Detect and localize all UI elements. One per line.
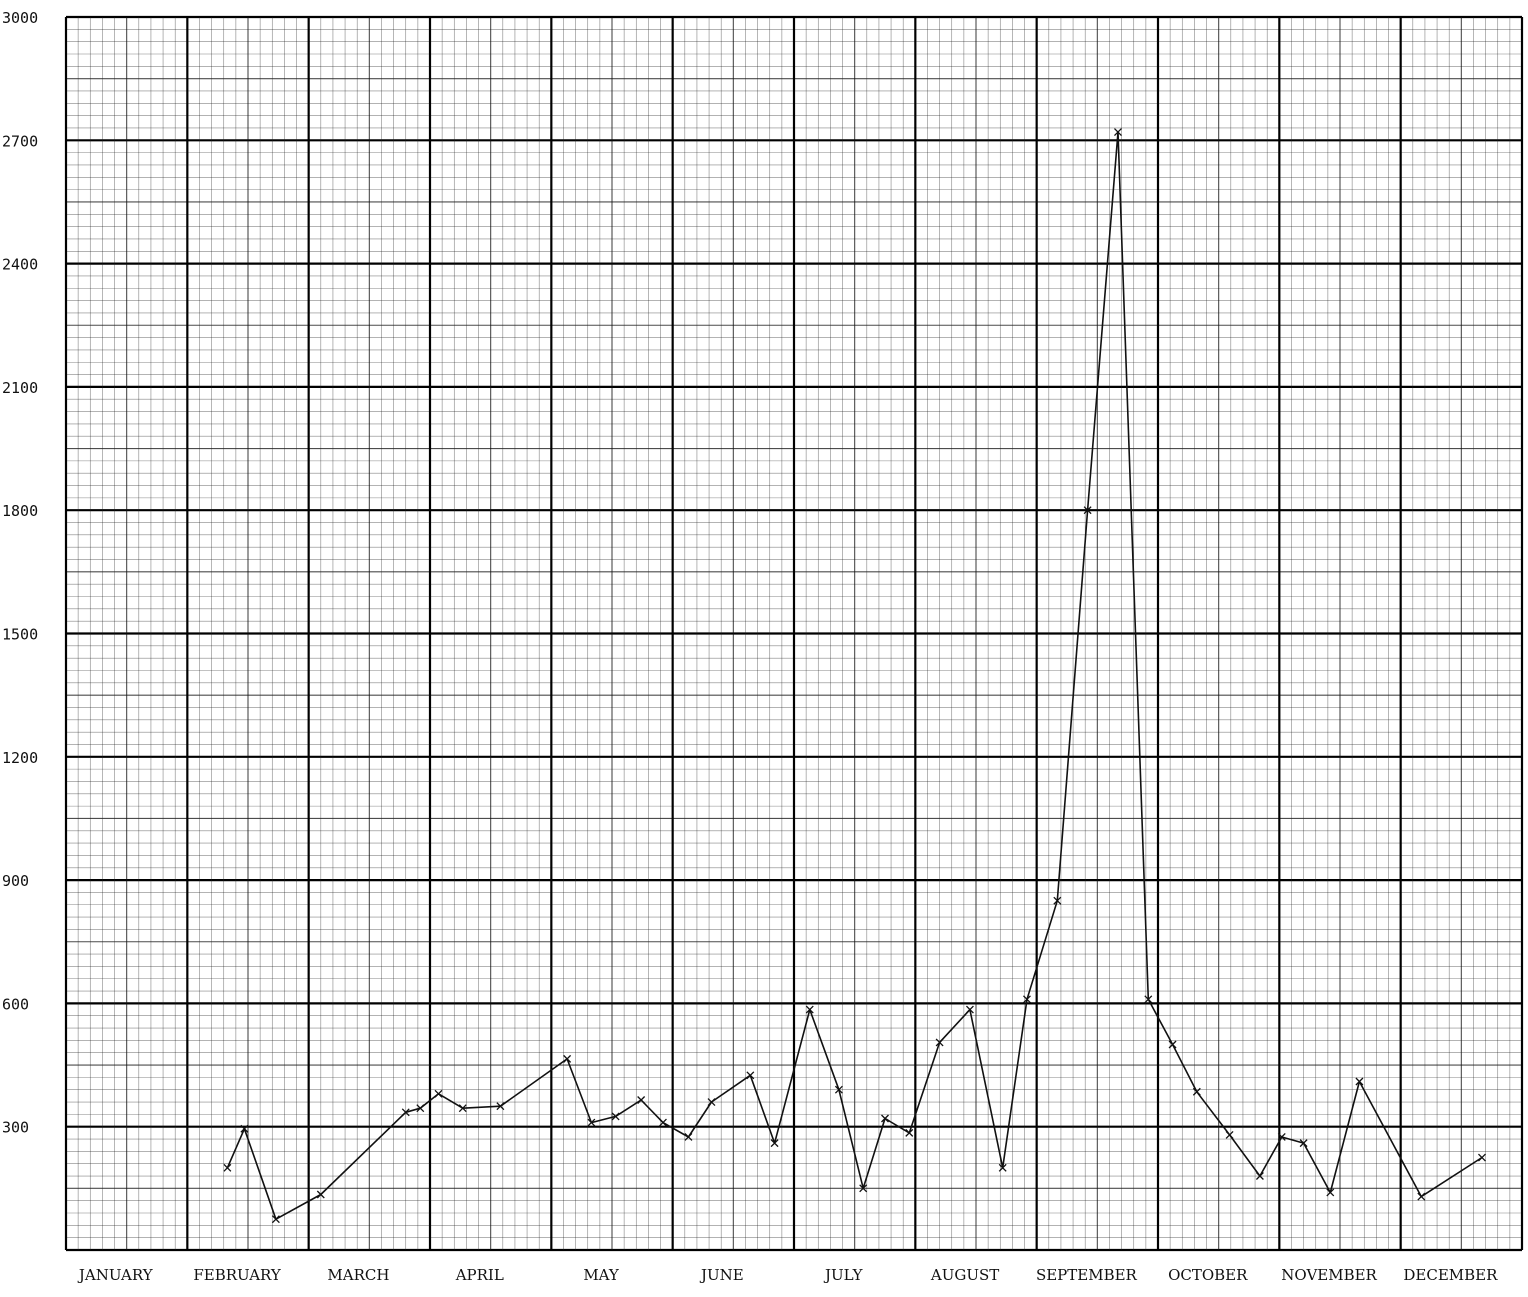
x-tick-label: JUNE [699, 1266, 744, 1284]
data-point [496, 1102, 505, 1111]
data-point [1277, 1133, 1286, 1141]
data-point [223, 1163, 232, 1172]
data-point [881, 1114, 889, 1123]
x-tick-label: DECEMBER [1403, 1266, 1498, 1284]
x-tick-label: AUGUST [930, 1266, 999, 1284]
data-point [416, 1104, 425, 1113]
data-point [1114, 128, 1122, 137]
data-point [859, 1184, 868, 1193]
data-point [240, 1124, 249, 1133]
data-point [563, 1054, 572, 1063]
data-point [905, 1128, 914, 1137]
data-point [1255, 1172, 1264, 1180]
data-point [637, 1096, 646, 1104]
grid [64, 15, 1524, 1252]
data-point [1417, 1192, 1426, 1201]
data-point [998, 1163, 1007, 1172]
data-point [271, 1215, 280, 1224]
x-tick-label: FEBRUARY [193, 1266, 282, 1284]
x-tick-label: OCTOBER [1168, 1266, 1248, 1284]
data-point [434, 1089, 443, 1098]
y-tick-label: 600 [2, 995, 29, 1013]
data-point [805, 1005, 814, 1014]
data-point [1326, 1188, 1335, 1197]
data-point [1192, 1087, 1201, 1096]
x-tick-label: JULY [823, 1266, 864, 1284]
data-point [965, 1005, 974, 1014]
series [223, 128, 1486, 1224]
x-tick-label: JANUARY [77, 1266, 154, 1284]
data-point [316, 1190, 325, 1199]
data-point [1053, 896, 1062, 905]
x-tick-label: MARCH [327, 1266, 389, 1284]
y-tick-label: 300 [2, 1119, 29, 1137]
data-point [684, 1133, 693, 1141]
y-tick-label: 900 [2, 872, 29, 890]
data-point [1168, 1040, 1177, 1049]
data-point [834, 1085, 843, 1094]
y-tick-label: 2400 [2, 256, 38, 274]
data-point [935, 1038, 944, 1047]
y-tick-label: 2700 [2, 132, 38, 150]
data-point [1083, 506, 1092, 515]
y-tick-label: 1500 [2, 626, 38, 644]
data-point [707, 1098, 716, 1106]
y-tick-label: 1200 [2, 749, 38, 767]
x-tick-label: SEPTEMBER [1036, 1266, 1138, 1284]
x-tick-label: APRIL [455, 1266, 504, 1284]
data-point [1023, 995, 1031, 1004]
data-point [1478, 1153, 1486, 1162]
y-tick-label: 1800 [2, 502, 38, 520]
x-tick-label: MAY [583, 1266, 620, 1284]
y-tick-label: 2100 [2, 379, 38, 397]
x-tick-label: NOVEMBER [1281, 1266, 1377, 1284]
y-tick-label: 3000 [2, 9, 38, 27]
data-point [611, 1112, 620, 1121]
data-point [659, 1118, 667, 1127]
data-point [1144, 995, 1153, 1004]
data-point [401, 1108, 410, 1117]
data-point [1355, 1077, 1364, 1086]
data-point [587, 1118, 596, 1127]
axis-labels: 300 600 900 1200 1500 1800 2100 2400 2700 3000 JAN… [2, 9, 1498, 1284]
data-point [458, 1104, 467, 1113]
data-point [770, 1139, 779, 1148]
data-point [746, 1071, 755, 1080]
data-point [1299, 1139, 1308, 1148]
data-point [1225, 1130, 1234, 1139]
